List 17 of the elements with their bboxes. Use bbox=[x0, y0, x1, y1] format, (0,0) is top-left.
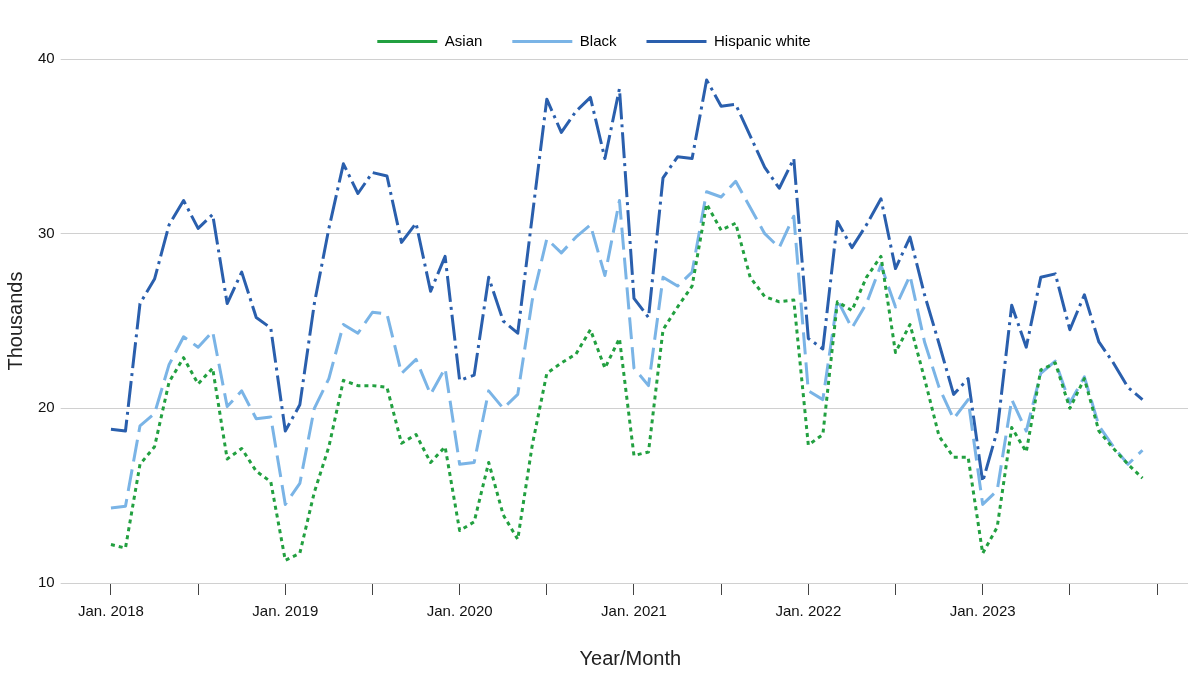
legend-label: Hispanic white bbox=[714, 31, 811, 49]
y-tick-label: 10 bbox=[38, 573, 55, 591]
line-series bbox=[109, 202, 1144, 562]
y-axis-title: Thousands bbox=[3, 271, 26, 371]
x-tick-label: Jan. 2022 bbox=[775, 602, 842, 620]
legend-label: Black bbox=[579, 31, 617, 49]
x-tick-label: Jan. 2020 bbox=[426, 602, 493, 620]
y-tick-label: 20 bbox=[38, 398, 55, 416]
x-tick-label: Jan. 2018 bbox=[78, 602, 144, 620]
x-tick-label: Jan. 2019 bbox=[252, 602, 319, 620]
line-series bbox=[109, 179, 1144, 510]
x-tick-label: Jan. 2021 bbox=[601, 602, 667, 620]
legend-label: Asian bbox=[444, 31, 483, 49]
y-tick-label: 40 bbox=[38, 49, 55, 67]
x-axis-title: Year/Month bbox=[579, 646, 682, 669]
y-tick-label: 30 bbox=[38, 223, 55, 241]
x-tick-label: Jan. 2023 bbox=[949, 602, 1016, 620]
